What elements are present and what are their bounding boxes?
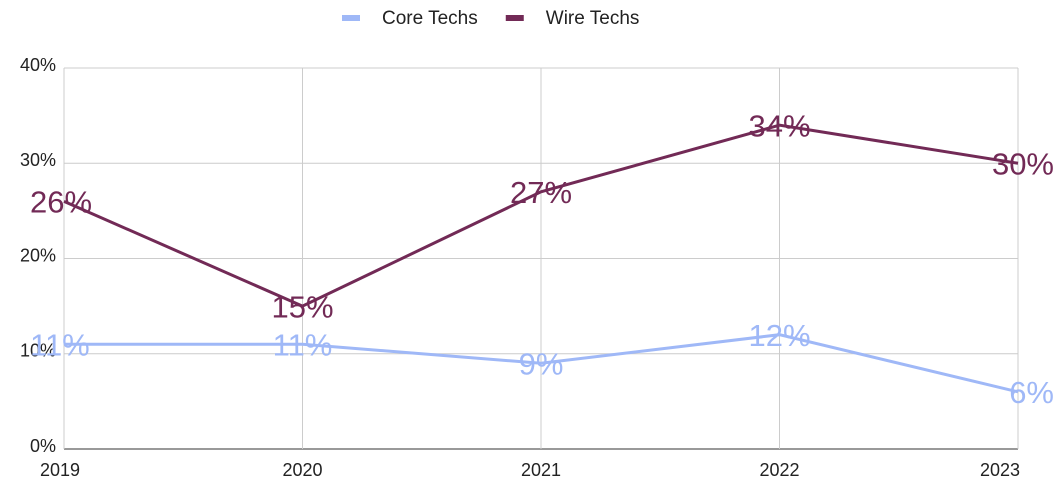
legend-swatch: [505, 15, 524, 21]
y-tick-label: 0%: [30, 436, 56, 456]
legend-label: Core Techs: [382, 8, 478, 29]
legend-label: Wire Techs: [546, 8, 640, 29]
data-label: 27%: [510, 175, 572, 210]
data-label: 15%: [271, 289, 333, 324]
y-tick-label: 10%: [20, 341, 56, 361]
x-tick-label: 2021: [521, 460, 561, 480]
data-label: 30%: [992, 146, 1054, 181]
y-tick-label: 30%: [20, 150, 56, 170]
data-label: 26%: [30, 185, 92, 220]
series-line: [63, 123, 1019, 308]
x-tick-label: 2019: [40, 460, 80, 480]
data-label: 6%: [1009, 375, 1054, 410]
data-label: 11%: [273, 327, 333, 362]
legend-swatch: [342, 15, 360, 21]
y-tick-label: 40%: [20, 55, 56, 75]
y-tick-label: 20%: [20, 245, 56, 265]
data-label: 9%: [519, 346, 564, 381]
series-line: [64, 333, 1019, 394]
data-label: 12%: [748, 318, 810, 353]
x-tick-label: 2022: [759, 460, 799, 480]
data-label: 11%: [30, 327, 90, 362]
data-label: 34%: [748, 108, 810, 143]
x-tick-label: 2023: [980, 460, 1020, 480]
x-tick-label: 2020: [282, 460, 322, 480]
